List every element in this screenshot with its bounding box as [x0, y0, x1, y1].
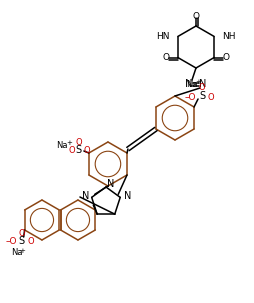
Text: O: O	[68, 145, 75, 155]
Text: O: O	[18, 228, 25, 238]
Text: +: +	[66, 140, 72, 146]
Text: O: O	[192, 12, 199, 21]
Text: O: O	[162, 53, 169, 62]
Text: O: O	[75, 138, 82, 146]
Text: N: N	[123, 191, 130, 201]
Text: N: N	[199, 79, 206, 89]
Text: +: +	[194, 79, 200, 85]
Text: Na: Na	[56, 141, 67, 149]
Text: S: S	[19, 236, 25, 246]
Text: –O: –O	[184, 92, 195, 102]
Text: NH: NH	[221, 32, 235, 41]
Text: HN: HN	[156, 32, 169, 41]
Text: O: O	[222, 53, 229, 62]
Text: N: N	[185, 79, 192, 89]
Text: N: N	[107, 179, 114, 189]
Text: –O: –O	[6, 237, 17, 245]
Text: O: O	[207, 92, 214, 102]
Text: S: S	[75, 145, 82, 155]
Text: O: O	[198, 82, 204, 92]
Text: S: S	[198, 91, 204, 101]
Text: Na: Na	[11, 248, 22, 258]
Text: +: +	[20, 248, 25, 254]
Text: Na: Na	[186, 79, 197, 88]
Text: O: O	[27, 237, 34, 245]
Text: O: O	[83, 145, 90, 155]
Text: N: N	[82, 191, 89, 201]
